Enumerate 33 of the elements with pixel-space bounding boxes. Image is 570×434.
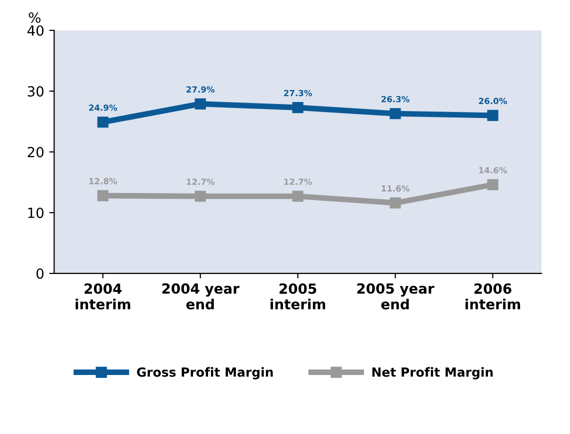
point <box>292 190 304 202</box>
x-tick-label: 2005 interim <box>270 283 326 310</box>
data-label: 14.6% <box>479 167 507 174</box>
y-tick-label: 10 <box>28 208 44 218</box>
data-label: 27.9% <box>186 86 215 93</box>
x-tick-label: 2006 interim <box>466 283 520 310</box>
point <box>390 197 401 208</box>
y-tick-label: 40 <box>27 25 44 36</box>
data-label: 11.6% <box>382 185 410 192</box>
y-axis-title: % <box>28 12 40 23</box>
data-label: 12.7% <box>186 178 215 185</box>
legend-label: Gross Profit Margin <box>136 367 273 380</box>
x-tick-label: 2005 year end <box>357 283 434 310</box>
point <box>194 98 206 110</box>
point <box>487 179 498 190</box>
legend-label: Net Profit Margin <box>372 367 493 380</box>
x-tick-label: 2004 interim <box>76 283 130 310</box>
data-label: 12.7% <box>284 178 312 185</box>
point <box>487 110 498 121</box>
data-label: 27.3% <box>284 90 312 96</box>
data-label: 24.9% <box>89 104 118 111</box>
point <box>97 116 108 128</box>
point <box>390 108 401 120</box>
y-tick-label: 0 <box>36 268 44 279</box>
y-tick-label: 20 <box>28 146 44 158</box>
data-label: 26.3% <box>382 96 410 102</box>
y-tick-label: 30 <box>28 86 44 97</box>
data-label: 26.0% <box>478 98 507 104</box>
point <box>292 102 304 114</box>
point <box>97 190 108 202</box>
point <box>194 190 206 202</box>
x-tick-label: 2004 year end <box>162 283 240 310</box>
data-label: 12.8% <box>89 178 118 184</box>
